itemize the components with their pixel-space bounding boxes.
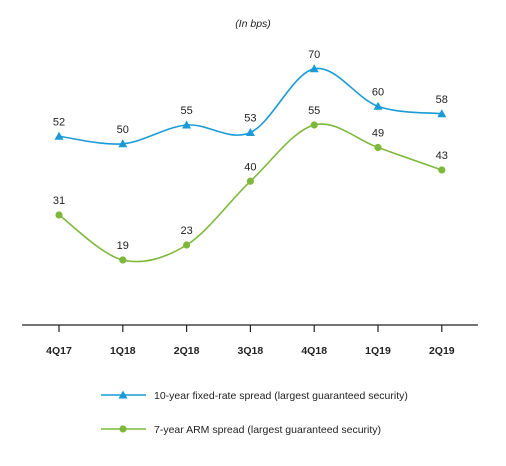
legend: 10-year fixed-rate spread (largest guara… <box>101 390 408 436</box>
data-point <box>245 128 255 136</box>
x-tick-label: 1Q18 <box>110 345 136 357</box>
x-tick-label: 4Q17 <box>46 345 72 357</box>
x-tick-label: 3Q18 <box>238 345 264 357</box>
data-point <box>374 143 382 152</box>
legend-item-1: 10-year fixed-rate spread (largest guara… <box>101 390 408 402</box>
data-point <box>373 101 383 110</box>
data-point <box>118 139 128 148</box>
data-label: 19 <box>117 240 129 252</box>
data-label: 60 <box>372 86 384 98</box>
data-label: 40 <box>244 161 256 173</box>
data-label: 52 <box>53 116 65 128</box>
data-point <box>310 121 318 129</box>
data-point <box>438 166 446 174</box>
data-label: 58 <box>436 94 448 106</box>
legend-marker <box>119 425 127 433</box>
legend-label: 10-year fixed-rate spread (largest guara… <box>154 390 408 402</box>
x-tick-label: 2Q18 <box>174 345 200 357</box>
data-label: 55 <box>180 105 192 117</box>
series-layer: 52 50 55 53 70 60 58 31 19 23 40 55 49 43 <box>53 49 448 264</box>
data-label: 31 <box>53 195 65 207</box>
data-point <box>55 211 63 219</box>
data-point <box>54 131 64 140</box>
data-point <box>309 64 319 73</box>
data-point <box>246 177 254 185</box>
data-point <box>182 120 192 129</box>
data-label: 70 <box>308 49 320 61</box>
x-tick-label: 1Q19 <box>365 345 391 357</box>
series-1: 52 50 55 53 70 60 58 <box>53 49 448 148</box>
data-label: 55 <box>308 105 320 117</box>
data-label: 53 <box>244 113 256 125</box>
x-ticks: 4Q17 1Q18 2Q18 3Q18 4Q18 1Q19 2Q19 <box>46 325 455 357</box>
x-tick-label: 4Q18 <box>301 345 327 357</box>
legend-marker <box>118 390 128 399</box>
legend-label: 7-year ARM spread (largest guaranteed se… <box>154 424 381 436</box>
series-2: 31 19 23 40 55 49 43 <box>53 105 448 264</box>
data-label: 43 <box>436 150 448 162</box>
data-label: 23 <box>180 225 192 237</box>
x-tick-label: 2Q19 <box>429 345 455 357</box>
data-point <box>119 256 127 264</box>
legend-item-2: 7-year ARM spread (largest guaranteed se… <box>101 424 381 436</box>
data-point <box>437 109 447 118</box>
unit-label: (In bps) <box>235 18 271 30</box>
data-label: 49 <box>372 128 384 140</box>
data-point <box>183 241 191 249</box>
data-label: 50 <box>117 124 129 136</box>
